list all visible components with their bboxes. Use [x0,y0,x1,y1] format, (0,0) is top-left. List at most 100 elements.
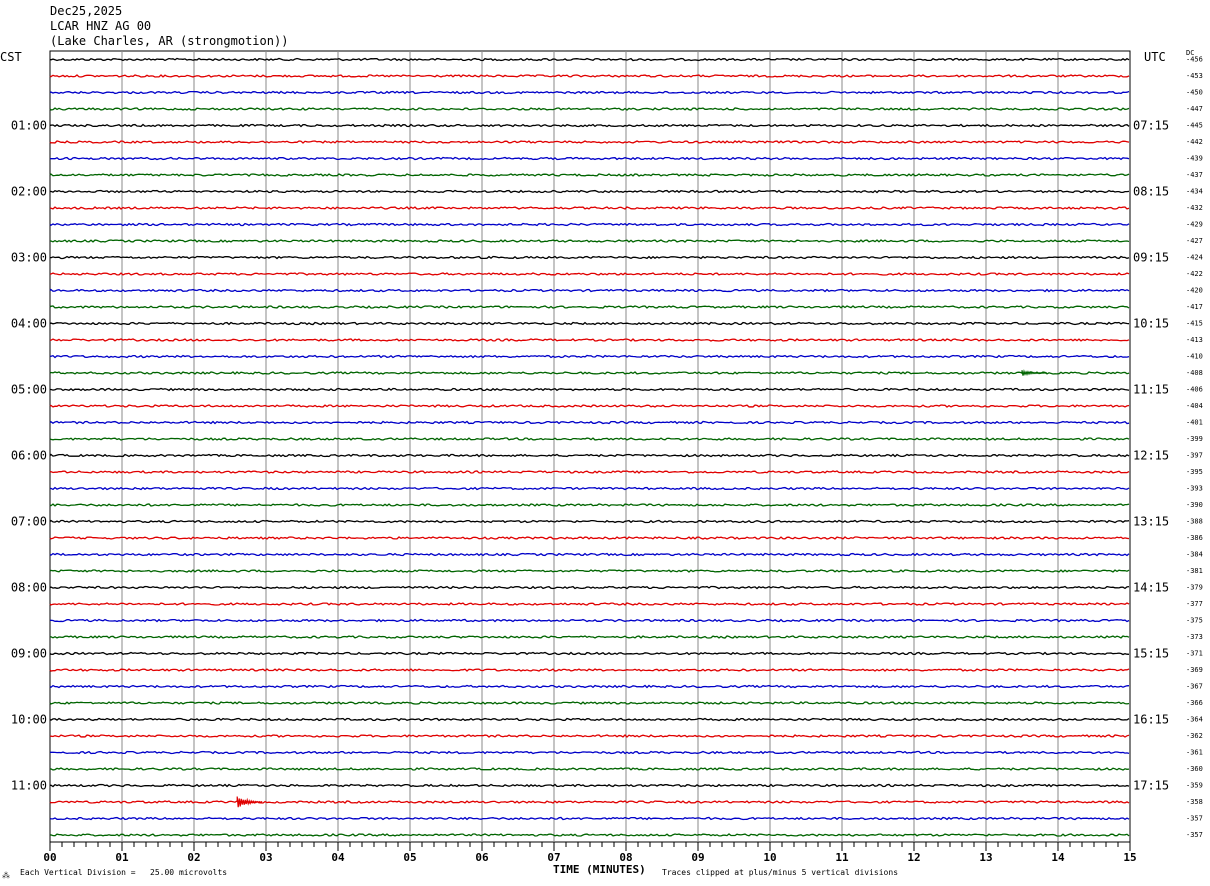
dc-offset-label: -439 [1186,155,1203,163]
x-tick-label: 01 [115,851,129,864]
utc-hour-label: 07:15 [1133,119,1169,133]
dc-offset-label: -395 [1186,468,1203,476]
trace-line [49,750,1130,755]
dc-offset-header: DC [1186,49,1195,57]
dc-offset-label: -437 [1186,171,1203,179]
left-timezone-label: CST [0,50,22,64]
dc-offset-label: -442 [1186,138,1203,146]
dc-offset-label: -375 [1186,617,1203,625]
dc-offset-label: -415 [1186,320,1203,328]
x-tick-label: 02 [187,851,200,864]
dc-offset-label: -364 [1186,716,1203,724]
x-tick-label: 09 [691,851,704,864]
trace-line [49,420,1130,425]
dc-offset-label: -434 [1186,188,1203,196]
dc-offset-label: -393 [1186,485,1203,493]
trace-line [49,107,1130,111]
utc-hour-label: 15:15 [1133,647,1169,661]
dc-offset-label: -361 [1186,749,1203,757]
utc-hour-label: 16:15 [1133,713,1169,727]
trace-line [49,404,1130,408]
trace-line [49,536,1130,540]
right-timezone-label: UTC [1144,50,1166,64]
cst-hour-label: 03:00 [11,251,47,265]
dc-offset-label: -453 [1186,72,1203,80]
trace-lines [49,57,1130,837]
dc-offset-label: -401 [1186,419,1203,427]
utc-hour-label: 14:15 [1133,581,1169,595]
dc-offset-label: -424 [1186,254,1203,262]
trace-line [49,222,1130,227]
x-tick-label: 00 [43,851,56,864]
trace-line [49,767,1130,771]
cst-hour-label: 01:00 [11,119,47,133]
cst-hour-label: 02:00 [11,185,47,199]
x-tick-label: 06 [475,851,489,864]
utc-hour-label: 17:15 [1133,779,1169,793]
x-tick-label: 08 [619,851,632,864]
dc-offset-label: -388 [1186,518,1203,526]
dc-offset-label: -390 [1186,501,1203,509]
clip-note: Traces clipped at plus/minus 5 vertical … [662,868,899,877]
trace-line [49,734,1130,738]
dc-offset-label: -386 [1186,534,1203,542]
trace-line [49,618,1130,623]
dc-offset-label: -432 [1186,204,1203,212]
utc-hour-label: 08:15 [1133,185,1169,199]
dc-offset-label: -408 [1186,369,1203,377]
dc-offset-label: -373 [1186,633,1203,641]
trace-line [49,668,1130,672]
trace-line [49,717,1130,722]
trace-line [49,816,1130,821]
dc-offset-label: -450 [1186,89,1203,97]
utc-hour-label: 09:15 [1133,251,1169,265]
cst-hour-label: 09:00 [11,647,47,661]
axis-labels: 00 01 02 03 04 05 06 07 08 09 10 11 12 13 14 15 01:00 02:… [11,56,1203,865]
x-tick-label: 14 [1051,851,1065,864]
dc-offset-label: -357 [1186,831,1203,839]
trace-line [49,437,1130,441]
trace-line [49,519,1130,524]
x-tick-label: 13 [979,851,992,864]
trace-line [49,123,1130,128]
trace-line [49,288,1130,293]
trace-line [49,585,1130,590]
trace-line [50,387,1130,392]
x-axis-title: TIME (MINUTES) [553,863,646,876]
dc-offset-label: -413 [1186,336,1203,344]
dc-offset-label: -384 [1186,551,1203,559]
dc-offset-label: -406 [1186,386,1203,394]
trace-line [49,57,1130,62]
x-tick-label: 12 [907,851,920,864]
cst-hour-label: 10:00 [11,713,47,727]
trace-line [49,206,1130,210]
trace-line [49,74,1130,78]
dc-offset-label: -397 [1186,452,1203,460]
utc-hour-label: 10:15 [1133,317,1169,331]
cst-hour-label: 07:00 [11,515,47,529]
x-tick-label: 04 [331,851,345,864]
plot-frame [49,50,1131,843]
trace-line [50,272,1130,276]
cst-hour-label: 04:00 [11,317,47,331]
trace-line [49,140,1130,144]
trace-line [49,552,1130,557]
x-tick-label: 03 [259,851,272,864]
dc-offset-label: -360 [1186,765,1203,773]
x-tick-label: 11 [835,851,849,864]
utc-hour-label: 12:15 [1133,449,1169,463]
dc-offset-label: -381 [1186,567,1203,575]
trace-line [49,651,1130,656]
station-code: LCAR HNZ AG 00 [50,19,152,33]
cst-hour-label: 05:00 [11,383,47,397]
logo-mark: ⁂ [2,871,10,880]
dc-offset-label: -429 [1186,221,1203,229]
dc-offset-label: -358 [1186,798,1203,806]
trace-line [49,371,1130,375]
trace-line [49,338,1130,342]
cst-hour-label: 11:00 [11,779,47,793]
dc-offset-label: -410 [1186,353,1203,361]
trace-line [49,90,1130,95]
dc-offset-label: -427 [1186,237,1203,245]
